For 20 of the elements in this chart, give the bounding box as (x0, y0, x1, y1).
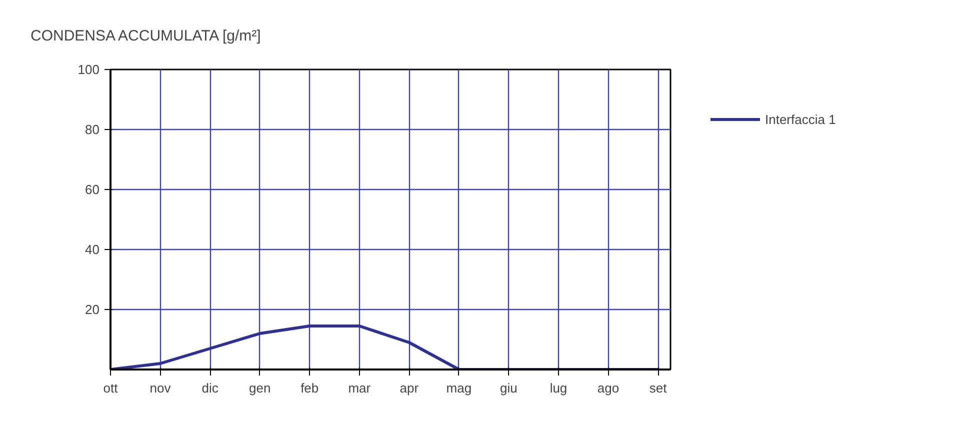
x-tick-label: mag (446, 380, 472, 396)
line-series (110, 324, 660, 370)
x-tick-label: lug (550, 380, 568, 396)
y-tick-label: 80 (85, 122, 100, 137)
x-tick-label: dic (202, 380, 219, 396)
x-tick-label: mar (348, 380, 372, 396)
x-tick-label: giu (500, 380, 518, 396)
chart-title: CONDENSA ACCUMULATA [g/m²] (30, 28, 261, 44)
legend-label: Interfaccia 1 (765, 112, 836, 126)
x-tick-label: gen (248, 380, 271, 396)
x-tick-label: apr (400, 380, 420, 396)
x-tick-label: nov (150, 380, 172, 396)
x-tick-label: feb (300, 380, 319, 396)
x-tick-label: ago (597, 380, 620, 396)
y-tick-label: 40 (85, 242, 100, 257)
x-tick-label: set (649, 380, 668, 396)
y-tick-label: 20 (85, 302, 100, 317)
x-tick-label: ott (103, 380, 118, 396)
y-tick-label: 100 (78, 62, 100, 77)
y-tick-label: 60 (85, 182, 100, 197)
